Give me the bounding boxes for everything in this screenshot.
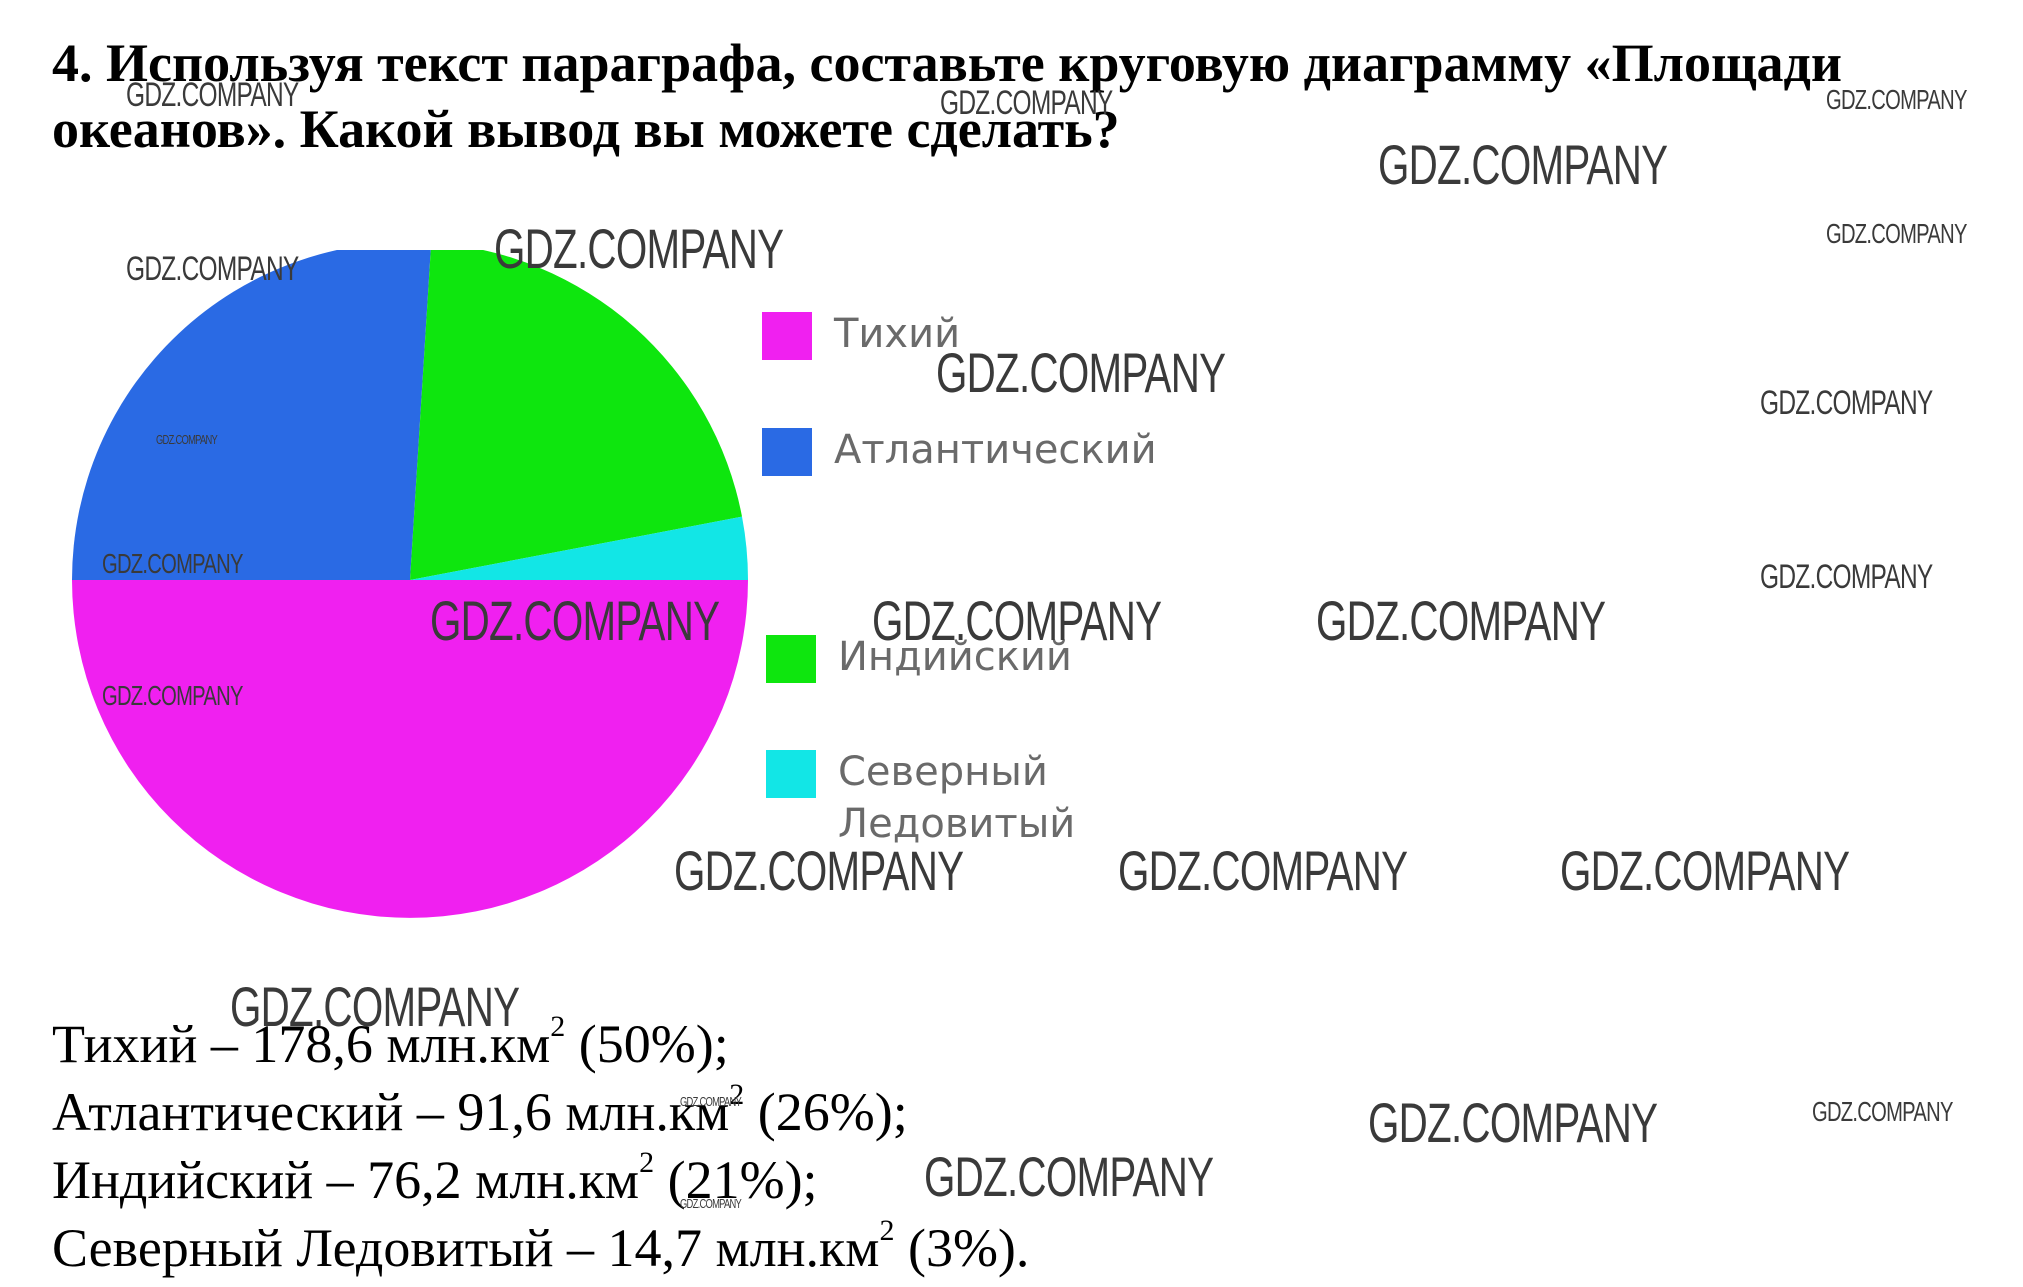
- legend-item-arctic: Северный Ледовитый: [766, 749, 1118, 850]
- pie-chart: [72, 250, 748, 918]
- watermark: GDZ.COMPANY: [102, 680, 243, 711]
- fact-line: Северный Ледовитый – 14,7 млн.км2 (3%).: [52, 1214, 1030, 1279]
- legend-swatch: [766, 750, 816, 798]
- watermark: GDZ.COMPANY: [126, 76, 299, 114]
- legend-swatch: [762, 428, 812, 476]
- watermark: GDZ.COMPANY: [156, 432, 218, 447]
- watermark: GDZ.COMPANY: [680, 1094, 742, 1109]
- pie-slice-pacific: [72, 580, 748, 918]
- watermark: GDZ.COMPANY: [1760, 384, 1933, 422]
- legend-item-atlantic: Атлантический: [762, 427, 1157, 476]
- watermark: GDZ.COMPANY: [494, 217, 784, 280]
- legend-label: Тихий: [834, 311, 961, 357]
- legend-label: Индийский: [838, 634, 1072, 680]
- watermark: GDZ.COMPANY: [1378, 133, 1668, 196]
- watermark: GDZ.COMPANY: [1316, 589, 1606, 652]
- watermark: GDZ.COMPANY: [230, 975, 520, 1038]
- watermark: GDZ.COMPANY: [1118, 839, 1408, 902]
- fact-line: Индийский – 76,2 млн.км2 (21%);: [52, 1146, 818, 1211]
- watermark: GDZ.COMPANY: [1812, 1096, 1953, 1127]
- legend-item-pacific: Тихий: [762, 311, 1114, 360]
- fact-line: Атлантический – 91,6 млн.км2 (26%);: [52, 1078, 908, 1143]
- watermark: GDZ.COMPANY: [936, 341, 1226, 404]
- watermark: GDZ.COMPANY: [1368, 1091, 1658, 1154]
- legend-label: Северный Ледовитый: [838, 749, 1076, 847]
- watermark: GDZ.COMPANY: [924, 1145, 1214, 1208]
- watermark: GDZ.COMPANY: [102, 548, 243, 579]
- ocean-areas-list: Тихий – 178,6 млн.км2 (50%); Атлантическ…: [52, 1010, 1952, 1282]
- fact-line: Тихий – 178,6 млн.км2 (50%);: [52, 1010, 729, 1075]
- legend-item-indian: Индийский: [766, 634, 1118, 683]
- watermark: GDZ.COMPANY: [1826, 84, 1967, 115]
- watermark: GDZ.COMPANY: [1826, 218, 1967, 249]
- page-title: 4. Используя текст параграфа, составьте …: [52, 33, 1842, 159]
- pie-slice-indian: [410, 250, 743, 580]
- watermark: GDZ.COMPANY: [126, 250, 299, 288]
- legend-swatch: [762, 312, 812, 360]
- watermark: GDZ.COMPANY: [940, 84, 1113, 122]
- watermark: GDZ.COMPANY: [674, 839, 964, 902]
- watermark: GDZ.COMPANY: [430, 589, 720, 652]
- legend-swatch: [766, 635, 816, 683]
- pie-slice-atlantic: [72, 250, 431, 580]
- watermark: GDZ.COMPANY: [1760, 558, 1933, 596]
- pie-slice-arctic: [410, 516, 748, 580]
- legend-label: Атлантический: [834, 427, 1157, 473]
- watermark: GDZ.COMPANY: [1560, 839, 1850, 902]
- watermark: GDZ.COMPANY: [680, 1196, 742, 1211]
- watermark: GDZ.COMPANY: [872, 589, 1162, 652]
